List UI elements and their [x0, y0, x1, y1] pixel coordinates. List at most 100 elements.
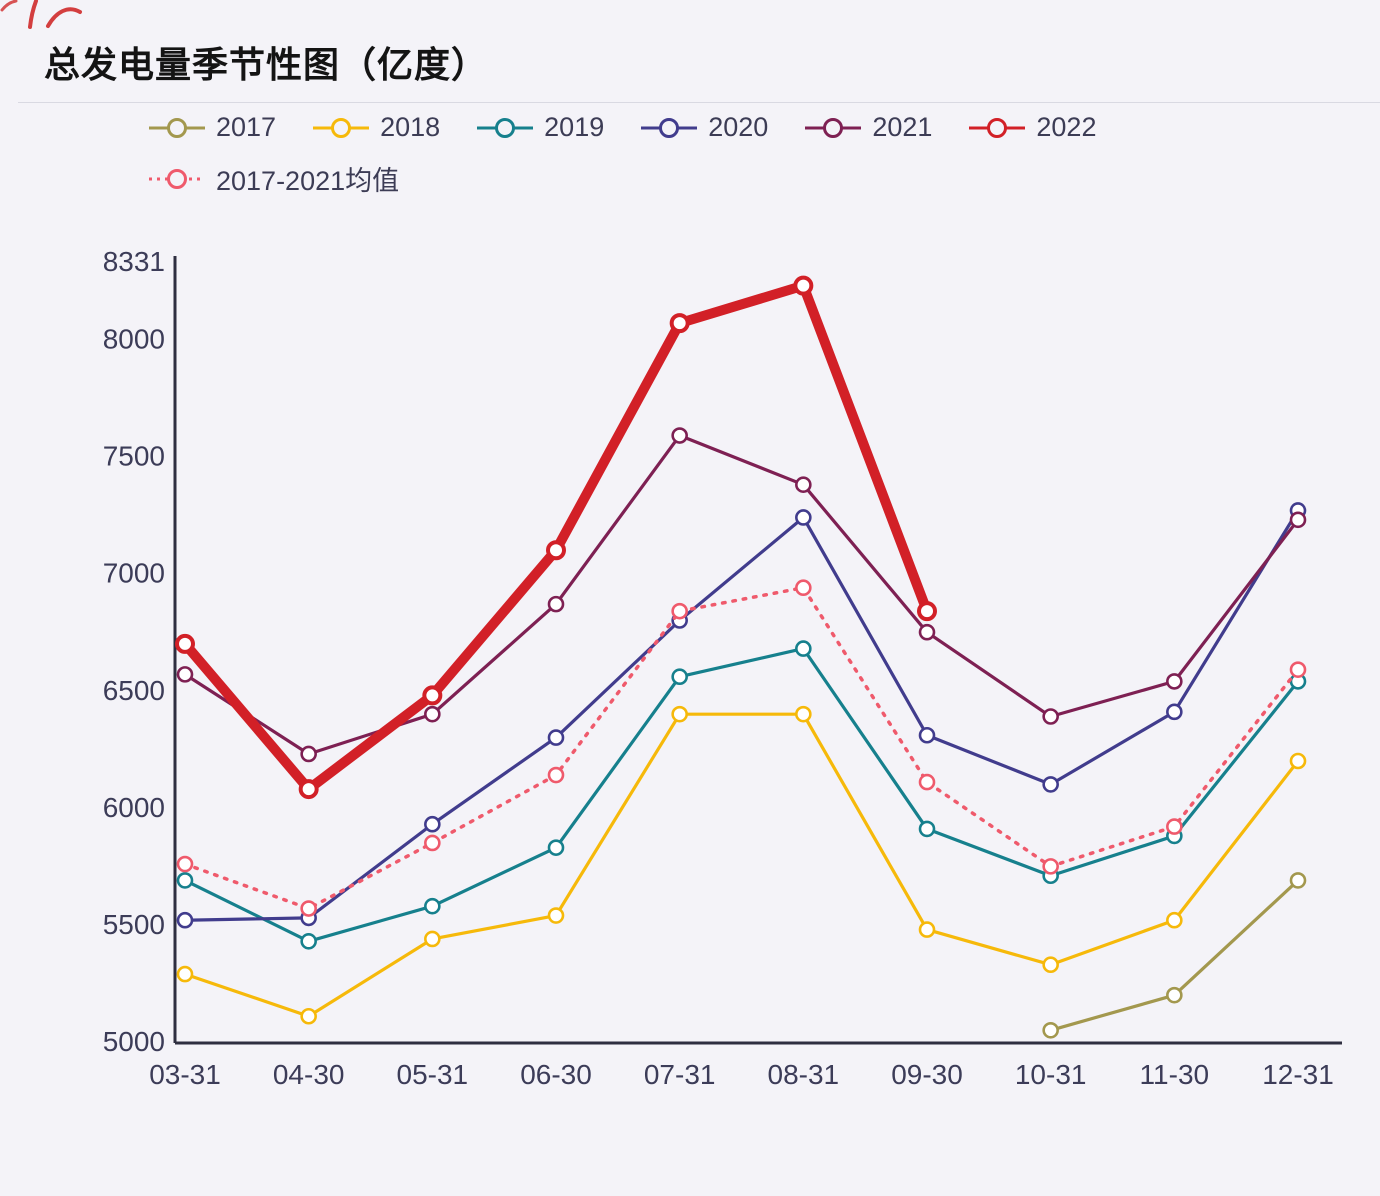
legend-item-2017-2021均值[interactable]: 2017-2021均值	[148, 159, 399, 198]
legend-label: 2019	[544, 112, 605, 142]
data-point-2017-12-31	[1289, 872, 1307, 889]
series-2022	[175, 275, 937, 800]
legend-label: 2022	[1036, 112, 1097, 142]
data-point-2019-07-31	[671, 668, 688, 686]
y-tick-label: 5500	[103, 909, 165, 940]
legend-item-2020[interactable]: 2020	[640, 112, 768, 143]
series-2017-2021均值	[176, 579, 1307, 917]
data-point-2018-05-31	[424, 930, 441, 948]
data-point-2021-08-31	[795, 476, 812, 493]
data-point-2021-06-30	[547, 595, 565, 613]
axes	[173, 256, 1342, 1045]
legend-marker-icon	[805, 117, 862, 138]
data-point-2021-09-30	[918, 623, 936, 641]
data-point-2022-06-30	[546, 540, 566, 561]
data-point-2018-12-31	[1289, 752, 1307, 770]
data-point-2017-2021均值-08-31	[795, 579, 812, 597]
data-point-2017-2021均值-03-31	[176, 855, 194, 873]
data-point-2020-05-31	[424, 815, 441, 833]
series-line	[183, 433, 1300, 756]
data-point-2021-04-30	[300, 745, 317, 763]
legend-marker-icon	[149, 117, 205, 138]
y-axis-labels: 5000 5500 6000 6500 7000 7500 8000 8331	[103, 246, 165, 1057]
x-tick-label: 09-30	[891, 1059, 963, 1090]
data-point-2022-08-31	[793, 275, 814, 296]
legend-label: 2020	[708, 112, 769, 142]
data-point-2022-07-31	[669, 313, 690, 334]
data-point-2018-11-30	[1166, 911, 1183, 929]
data-point-2018-04-30	[300, 1007, 317, 1025]
data-point-2019-03-31	[176, 872, 194, 889]
data-point-2017-2021均值-09-30	[918, 773, 936, 791]
data-point-2022-09-30	[917, 601, 937, 622]
series-line	[183, 712, 1300, 1018]
legend-label: 2021	[872, 112, 933, 142]
series-2017	[1042, 872, 1307, 1039]
data-point-2019-06-30	[547, 839, 565, 856]
data-point-2018-10-31	[1042, 956, 1059, 974]
data-point-2019-09-30	[918, 820, 936, 838]
data-point-2020-10-31	[1042, 776, 1059, 793]
y-tick-label: 7000	[103, 558, 165, 589]
data-point-2020-11-30	[1166, 703, 1183, 721]
data-point-2017-2021均值-06-30	[547, 766, 565, 784]
series-2019	[176, 640, 1307, 950]
data-point-2019-04-30	[300, 933, 317, 950]
x-tick-label: 07-31	[644, 1059, 716, 1090]
data-point-2019-05-31	[424, 897, 441, 915]
data-point-2018-09-30	[918, 921, 936, 938]
data-point-2017-2021均值-10-31	[1042, 858, 1059, 875]
y-tick-label: 8331	[103, 246, 165, 277]
data-point-2021-07-31	[671, 427, 688, 444]
data-point-2021-10-31	[1042, 708, 1059, 725]
series-2018	[176, 705, 1307, 1025]
chart-title: 总发电量季节性图（亿度）	[44, 44, 489, 85]
series-2021	[176, 427, 1307, 763]
legend-label: 2017-2021均值	[216, 166, 400, 196]
legend-marker-icon	[641, 117, 698, 138]
data-point-2022-03-31	[175, 633, 195, 654]
series-line	[183, 508, 1300, 922]
x-axis-labels: 03-31 04-30 05-31 06-30 07-31 08-31 09-30 10-31…	[149, 1059, 1334, 1090]
legend-item-2022[interactable]: 2022	[968, 112, 1096, 143]
legend-label: 2018	[380, 112, 441, 142]
legend-label: 2017	[216, 112, 277, 142]
series-line	[183, 585, 1300, 911]
y-tick-label: 6000	[103, 792, 165, 823]
data-point-2018-03-31	[176, 965, 194, 983]
x-tick-label: 08-31	[768, 1059, 840, 1090]
series-line	[1049, 878, 1300, 1032]
y-tick-label: 5000	[103, 1026, 165, 1057]
x-tick-label: 04-30	[273, 1059, 345, 1090]
data-point-2017-11-30	[1166, 986, 1183, 1004]
data-point-2017-2021均值-05-31	[424, 834, 441, 852]
data-point-2019-08-31	[795, 640, 812, 657]
data-point-2017-2021均值-11-30	[1166, 818, 1183, 835]
data-point-2021-11-30	[1166, 673, 1183, 690]
legend-marker-icon	[477, 117, 534, 138]
data-point-2021-05-31	[424, 705, 441, 723]
data-point-2022-05-31	[422, 685, 443, 706]
data-point-2020-03-31	[176, 911, 194, 929]
data-point-2017-2021均值-12-31	[1289, 661, 1307, 678]
data-point-2021-12-31	[1289, 511, 1307, 529]
legend-item-2017[interactable]: 2017	[148, 112, 276, 143]
x-tick-label: 11-30	[1140, 1059, 1210, 1090]
data-point-2018-07-31	[671, 705, 688, 723]
x-tick-label: 10-31	[1015, 1059, 1087, 1090]
x-tick-label: 03-31	[149, 1059, 221, 1090]
data-point-2017-2021均值-04-30	[300, 900, 317, 917]
legend-marker-icon	[969, 117, 1026, 138]
legend-item-2019[interactable]: 2019	[476, 112, 604, 143]
legend-marker-icon	[149, 168, 205, 189]
title-divider	[18, 102, 1380, 103]
y-tick-label: 6500	[103, 675, 165, 706]
legend: 2017 2018 2019 2020 2021 2022 2017-2021均值	[148, 112, 1288, 198]
legend-item-2018[interactable]: 2018	[312, 112, 440, 143]
x-tick-label: 06-30	[520, 1059, 592, 1090]
data-point-2018-08-31	[795, 705, 812, 723]
legend-item-2021[interactable]: 2021	[804, 112, 932, 143]
data-point-2021-03-31	[176, 666, 194, 683]
